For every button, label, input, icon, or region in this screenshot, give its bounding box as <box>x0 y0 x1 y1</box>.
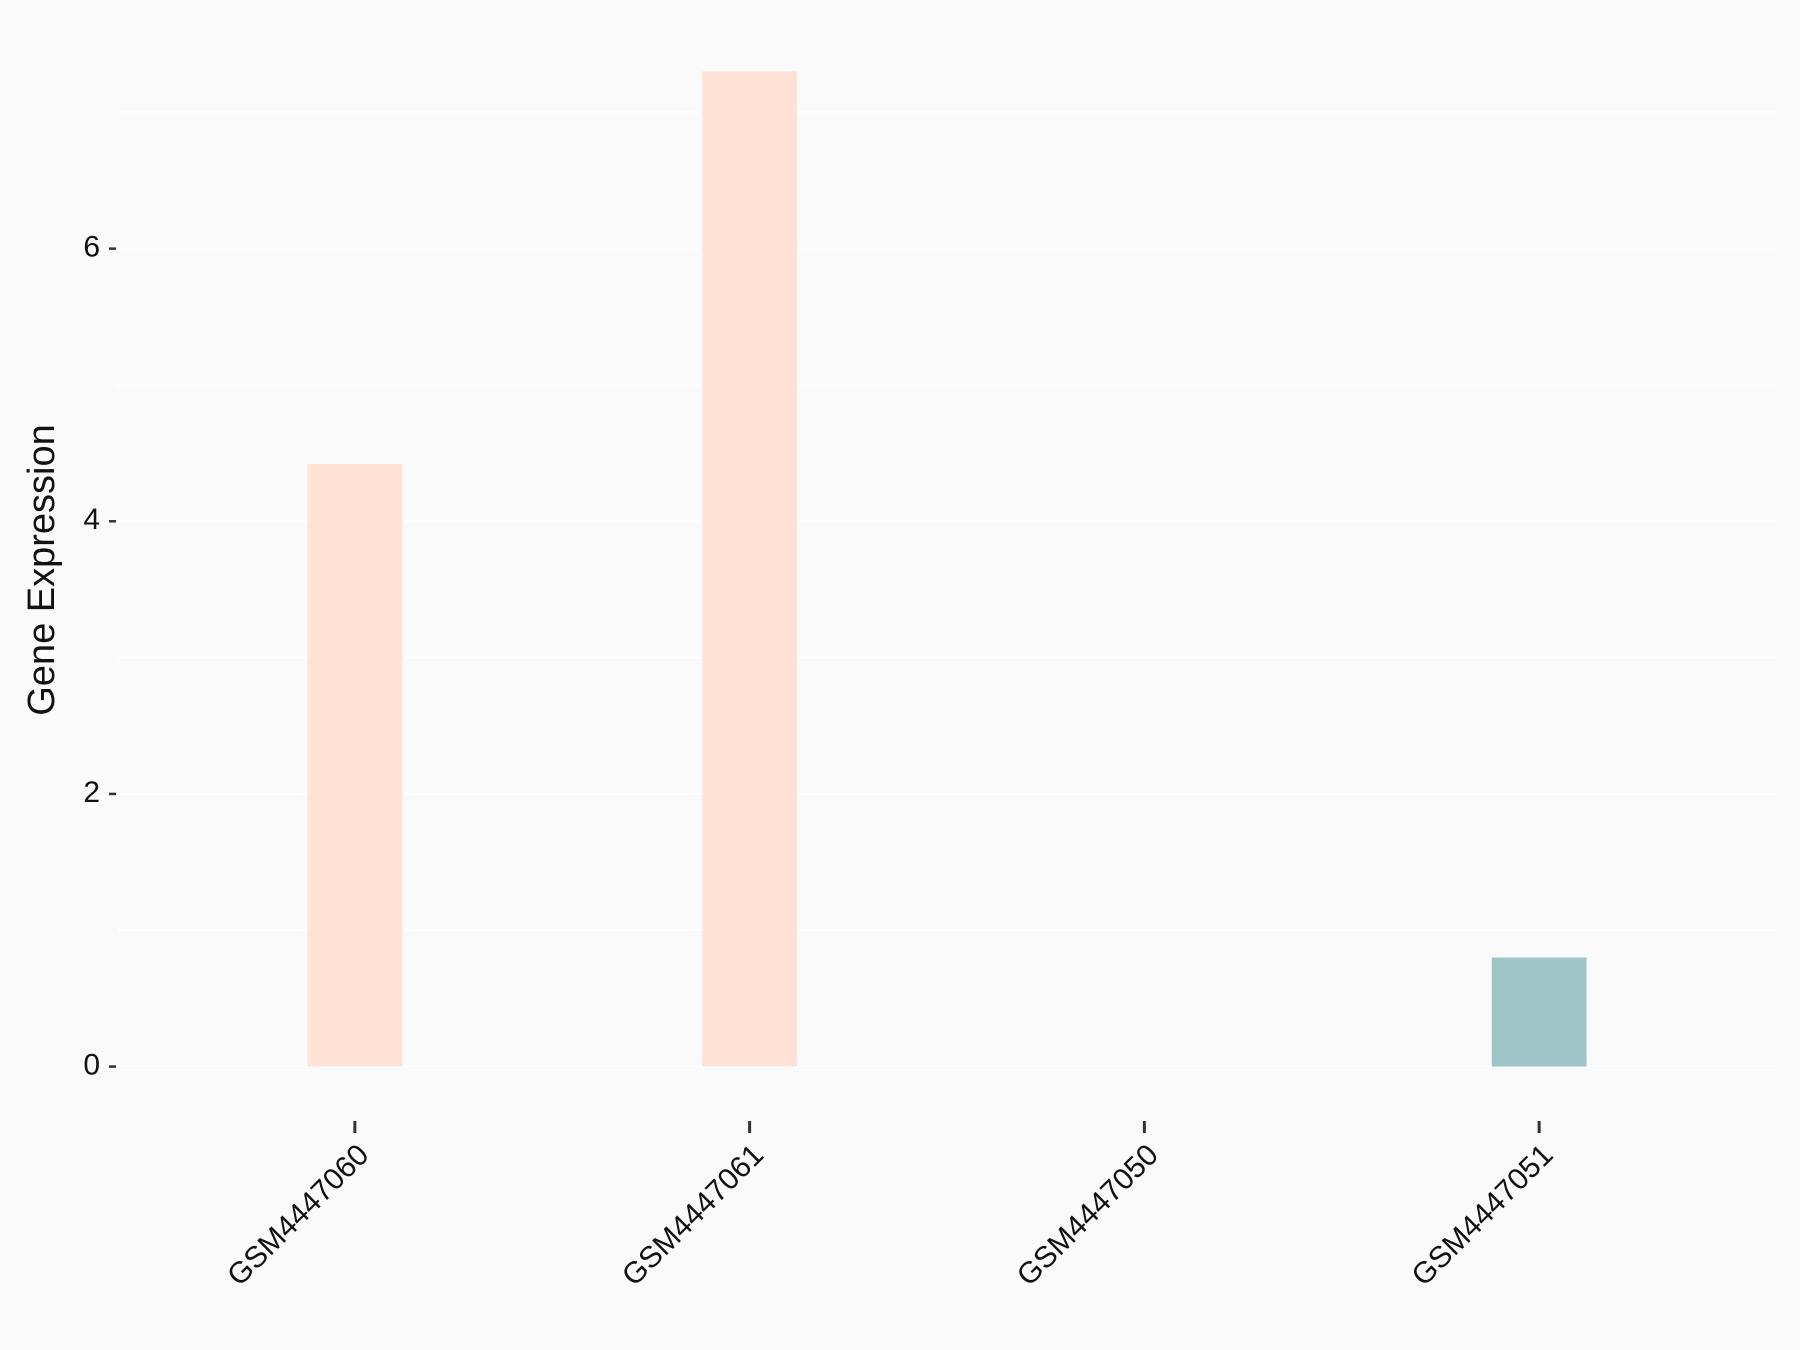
y-tick-label: 0 <box>83 1048 100 1081</box>
bar <box>702 71 797 1067</box>
y-tick-label: 2 <box>83 776 100 809</box>
y-axis-label: Gene Expression <box>21 424 63 716</box>
y-tick-label: 4 <box>83 503 100 536</box>
bar <box>307 464 403 1067</box>
y-tick-label: 6 <box>83 231 100 264</box>
bar <box>1491 957 1587 1067</box>
